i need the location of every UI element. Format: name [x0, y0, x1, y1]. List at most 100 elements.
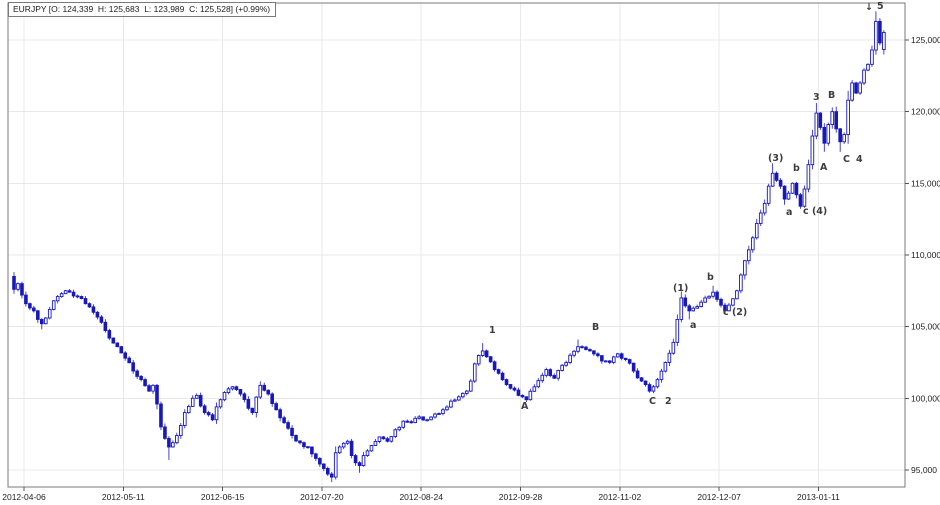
candle [302, 442, 306, 448]
candle [179, 425, 183, 436]
candle [230, 386, 235, 390]
candle [238, 389, 243, 395]
candle [810, 135, 815, 166]
candle [532, 386, 537, 392]
candle [286, 422, 290, 429]
y-axis-tick-label: 115,000 [911, 178, 940, 188]
y-axis-tick-label: 120,000 [911, 107, 940, 117]
candle [242, 393, 247, 400]
candle [786, 192, 791, 200]
candle [198, 394, 203, 407]
candle [258, 384, 263, 398]
candle [854, 82, 858, 94]
candle [397, 426, 402, 431]
candle [635, 370, 640, 379]
candle [592, 350, 596, 355]
candle [842, 134, 846, 143]
candle [774, 172, 779, 181]
candle [51, 300, 56, 310]
candle [580, 346, 584, 349]
candle [735, 290, 739, 300]
candle [758, 212, 763, 224]
candle [413, 417, 417, 424]
candle [524, 396, 529, 401]
candle [405, 420, 410, 423]
candle [385, 438, 390, 442]
candle [353, 455, 358, 464]
candle [123, 352, 128, 359]
candle [47, 308, 52, 319]
candle [512, 387, 517, 391]
candle [12, 275, 16, 290]
candle [449, 400, 453, 408]
candle [516, 389, 521, 396]
candle [770, 172, 775, 187]
candle [556, 370, 560, 379]
candle [627, 359, 632, 364]
x-axis-tick-label: 2013-01-11 [797, 492, 840, 502]
candle [790, 182, 795, 194]
candle [465, 390, 469, 394]
candle [194, 394, 199, 399]
candle [862, 69, 866, 84]
candle [568, 354, 572, 363]
candle [572, 350, 576, 356]
candle [540, 374, 545, 382]
candle [461, 392, 465, 398]
candle [488, 356, 493, 363]
x-axis: 2012-04-06 2012-05-11 2012-06-15 2012-07-20… [2, 487, 840, 502]
candle [425, 419, 429, 422]
gridlines [8, 3, 905, 487]
candle [361, 455, 366, 467]
candle [389, 436, 394, 442]
candle [151, 384, 155, 392]
y-axis-tick-label: 110,000 [911, 250, 940, 260]
candle [528, 390, 533, 401]
candle [619, 353, 624, 359]
candle [91, 306, 96, 313]
candle [103, 321, 108, 331]
candle [393, 429, 398, 438]
candle [429, 416, 433, 421]
candle [266, 389, 271, 395]
x-axis-tick-label: 2012-07-20 [300, 492, 344, 502]
candle [282, 417, 286, 424]
y-axis-tick-label: 125,000 [911, 35, 940, 45]
candle [504, 379, 509, 385]
chart-title: EURJPY [O: 124,339 H: 125,683 L: 123,989… [8, 2, 277, 17]
candle [731, 298, 735, 306]
candle [83, 298, 88, 305]
candle [453, 399, 457, 402]
candle [480, 350, 485, 356]
candle [445, 406, 449, 411]
candle [107, 330, 112, 339]
candle [270, 393, 274, 405]
candle [699, 301, 703, 307]
candle [663, 361, 668, 372]
candle [596, 353, 600, 357]
candle [421, 416, 425, 421]
candle [727, 304, 731, 312]
candle [496, 369, 501, 374]
candle [818, 112, 823, 128]
candle [830, 111, 835, 125]
candle [329, 473, 334, 478]
candle [75, 295, 80, 298]
candle [119, 346, 124, 354]
candle [600, 355, 604, 362]
plot-border [7, 2, 906, 488]
candle [552, 375, 556, 379]
candle [63, 290, 68, 295]
candle [723, 304, 727, 312]
candle [333, 452, 338, 478]
candle [357, 462, 362, 467]
candle [874, 20, 878, 51]
candle [508, 384, 513, 389]
candle [544, 369, 549, 376]
candle [381, 436, 386, 440]
candle [214, 406, 219, 421]
candle [671, 341, 676, 354]
candle [298, 440, 302, 444]
